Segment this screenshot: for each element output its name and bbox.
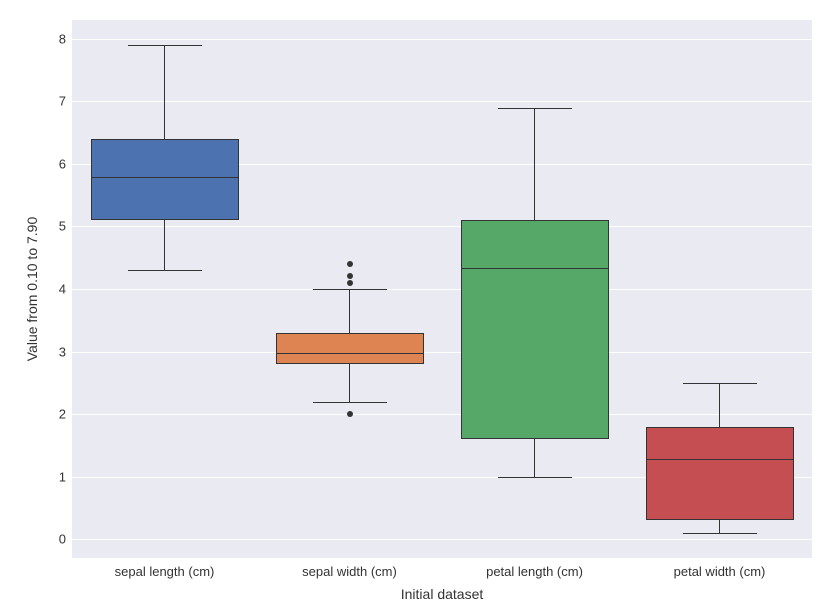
outlier-point [347,411,353,417]
y-axis-label: Value from 0.10 to 7.90 [24,217,40,362]
x-axis-label: Initial dataset [401,586,484,602]
y-tick-label: 0 [59,532,72,547]
whisker [534,108,535,221]
median-line [462,268,608,269]
whisker [349,289,350,333]
whisker [719,383,720,427]
x-tick-label: petal length (cm) [486,558,583,579]
gridline [72,539,812,540]
median-line [277,353,423,354]
x-tick-label: petal width (cm) [674,558,766,579]
whisker-cap [128,270,202,271]
plot-area: 012345678sepal length (cm)sepal width (c… [72,20,812,558]
whisker-cap [313,289,387,290]
y-tick-label: 2 [59,407,72,422]
outlier-point [347,261,353,267]
y-tick-label: 8 [59,31,72,46]
y-tick-label: 7 [59,94,72,109]
whisker-cap [683,533,757,534]
y-tick-label: 1 [59,469,72,484]
gridline [72,414,812,415]
box [646,427,794,521]
median-line [92,177,238,178]
whisker-cap [313,402,387,403]
x-tick-label: sepal width (cm) [302,558,397,579]
y-tick-label: 3 [59,344,72,359]
outlier-point [347,273,353,279]
box [276,333,424,364]
y-tick-label: 5 [59,219,72,234]
gridline [72,39,812,40]
box [461,220,609,439]
whisker [534,439,535,477]
gridline [72,101,812,102]
whisker-cap [683,383,757,384]
y-tick-label: 6 [59,156,72,171]
gridline [72,226,812,227]
whisker-cap [128,45,202,46]
whisker [349,364,350,402]
whisker [164,45,165,139]
gridline [72,289,812,290]
outlier-point [347,280,353,286]
box [91,139,239,220]
gridline [72,352,812,353]
x-tick-label: sepal length (cm) [115,558,215,579]
whisker [719,520,720,533]
median-line [647,459,793,460]
whisker-cap [498,108,572,109]
boxplot-chart: 0 1 2 3 4 5 6 7 8 sepal length (cm) sepal width (c… [0,0,836,616]
whisker [164,220,165,270]
y-tick-label: 4 [59,282,72,297]
whisker-cap [498,477,572,478]
